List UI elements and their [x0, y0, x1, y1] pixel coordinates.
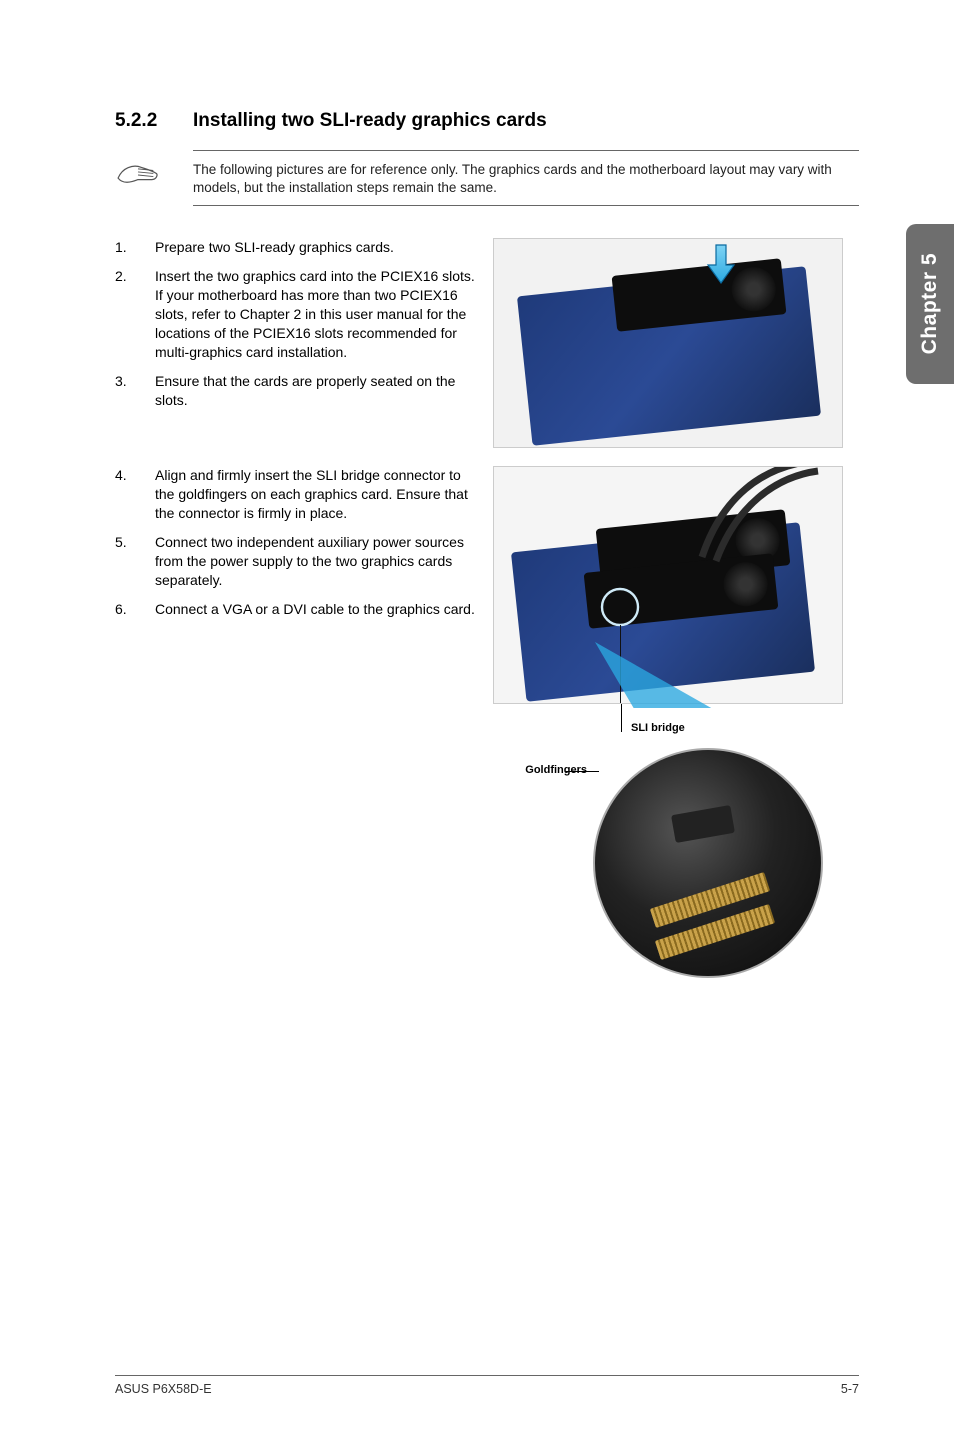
sli-bridge-label: SLI bridge: [631, 722, 685, 734]
step-item: 6.Connect a VGA or a DVI cable to the gr…: [115, 600, 475, 619]
figure-column-1: [493, 238, 859, 448]
step-item: 5.Connect two independent auxiliary powe…: [115, 533, 475, 590]
step-item: 4.Align and firmly insert the SLI bridge…: [115, 466, 475, 523]
figure-column-2: SLI bridge Goldfingers: [493, 466, 859, 978]
footer-product-name: ASUS P6X58D-E: [115, 1382, 212, 1396]
arrow-down-icon: [704, 243, 738, 287]
step-number: 4.: [115, 466, 155, 523]
section-number: 5.2.2: [115, 110, 193, 132]
step-text: Connect two independent auxiliary power …: [155, 533, 475, 590]
note-divider-bottom: [193, 205, 859, 206]
step-item: 2.Insert the two graphics card into the …: [115, 267, 475, 361]
row-steps-2: 4.Align and firmly insert the SLI bridge…: [115, 466, 859, 978]
page-content: 5.2.2Installing two SLI-ready graphics c…: [0, 0, 954, 1046]
section-title: Installing two SLI-ready graphics cards: [193, 110, 547, 131]
callout-circle-icon: [598, 585, 642, 629]
note-divider-top: [193, 150, 859, 151]
step-number: 3.: [115, 372, 155, 410]
steps-list-1: 1.Prepare two SLI-ready graphics cards. …: [115, 238, 475, 409]
step-text: Connect a VGA or a DVI cable to the grap…: [155, 600, 475, 619]
leader-line: [621, 704, 622, 732]
step-number: 1.: [115, 238, 155, 257]
section-heading: 5.2.2Installing two SLI-ready graphics c…: [115, 110, 859, 132]
step-text: Ensure that the cards are properly seate…: [155, 372, 475, 410]
steps-list-2: 4.Align and firmly insert the SLI bridge…: [115, 466, 475, 618]
sli-bridge-graphic: [671, 805, 735, 843]
detail-row: Goldfingers: [493, 748, 859, 978]
step-number: 5.: [115, 533, 155, 590]
step-item: 1.Prepare two SLI-ready graphics cards.: [115, 238, 475, 257]
step-number: 2.: [115, 267, 155, 361]
note-row: The following pictures are for reference…: [115, 159, 859, 197]
row-steps-1: 1.Prepare two SLI-ready graphics cards. …: [115, 238, 859, 448]
steps-column-2: 4.Align and firmly insert the SLI bridge…: [115, 466, 475, 978]
power-cables-graphic: [692, 466, 822, 567]
gpu-fan-graphic: [721, 560, 769, 608]
note-hand-icon: [115, 159, 193, 196]
step-text: Prepare two SLI-ready graphics cards.: [155, 238, 475, 257]
detail-circle: [593, 748, 823, 978]
callout-cone-icon: [587, 638, 827, 708]
note-text: The following pictures are for reference…: [193, 159, 859, 197]
footer-page-number: 5-7: [841, 1382, 859, 1396]
step-text: Align and firmly insert the SLI bridge c…: [155, 466, 475, 523]
goldfingers-label: Goldfingers: [525, 764, 587, 776]
step-text: Insert the two graphics card into the PC…: [155, 267, 475, 361]
figure-insert-card: [493, 238, 843, 448]
step-item: 3.Ensure that the cards are properly sea…: [115, 372, 475, 410]
detail-labels: Goldfingers: [493, 748, 593, 800]
step-number: 6.: [115, 600, 155, 619]
page-footer: ASUS P6X58D-E 5-7: [115, 1375, 859, 1396]
steps-column-1: 1.Prepare two SLI-ready graphics cards. …: [115, 238, 475, 448]
